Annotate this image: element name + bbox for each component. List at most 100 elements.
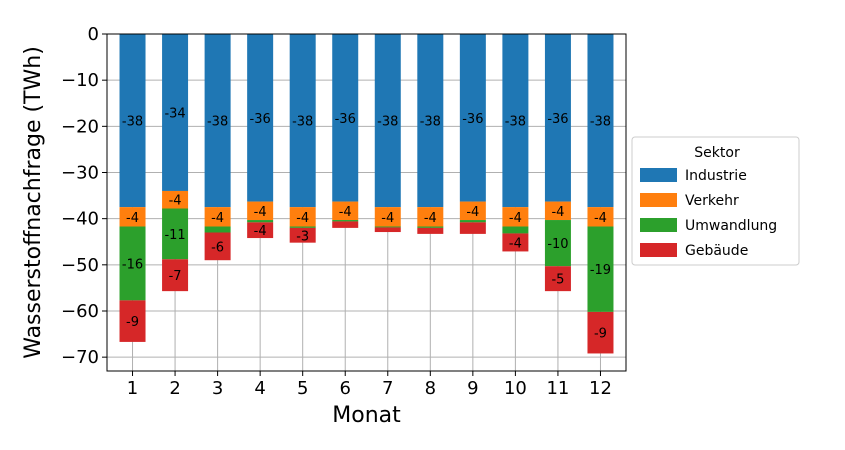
bar-value-label: -7	[169, 269, 182, 284]
legend-label-gebude: Gebäude	[685, 243, 748, 259]
bar-verkehr-11	[544, 201, 571, 221]
y-tick-label: −70	[61, 347, 99, 368]
bar-umwandlung-6	[332, 220, 359, 222]
y-tick-label: −40	[61, 209, 99, 230]
bar-gebude-3	[204, 232, 231, 261]
y-tick-label: −30	[61, 162, 99, 183]
bar-industrie-1	[119, 34, 146, 208]
bar-industrie-6	[332, 34, 359, 202]
legend: Sektor Industrie Verkehr Umwandlung Gebäude	[631, 136, 800, 266]
bar-gebude-12	[587, 311, 614, 354]
y-tick-label: −20	[61, 116, 99, 137]
x-tick-label: 10	[504, 378, 527, 399]
x-tick-label: 9	[467, 378, 478, 399]
bar-gebude-8	[417, 227, 444, 234]
y-tick-label: −60	[61, 301, 99, 322]
x-tick-label: 11	[546, 378, 569, 399]
bar-value-label: -4	[339, 205, 352, 220]
bar-industrie-7	[374, 34, 401, 208]
bar-value-label: -4	[296, 211, 309, 226]
bar-value-label: -36	[335, 112, 356, 127]
legend-label-umwandlung: Umwandlung	[685, 218, 777, 234]
bar-value-label: -4	[551, 205, 564, 220]
legend-title: Sektor	[694, 145, 740, 161]
bar-verkehr-4	[247, 201, 274, 221]
bar-verkehr-9	[459, 201, 486, 221]
bar-industrie-12	[587, 34, 614, 208]
x-axis-title: Monat	[332, 403, 401, 428]
legend-swatch-umwandlung	[640, 218, 677, 232]
bar-value-label: -38	[207, 115, 228, 130]
bar-value-label: -4	[466, 205, 479, 220]
bar-value-label: -19	[590, 263, 611, 278]
bars	[119, 34, 614, 354]
bar-verkehr-7	[374, 207, 401, 227]
bar-labels: -38 -4 -16 -9 -34 -4 -11 -7 -38 -4 -6 -36 -4 -4 -38 -4 -…	[122, 106, 611, 341]
bar-umwandlung-1	[119, 226, 146, 301]
bar-umwandlung-12	[587, 226, 614, 312]
bar-value-label: -38	[590, 115, 611, 130]
bar-value-label: -36	[462, 112, 483, 127]
bar-value-label: -3	[296, 229, 309, 244]
bar-value-label: -11	[164, 228, 185, 243]
bar-verkehr-12	[587, 207, 614, 227]
y-tick-label: −10	[61, 70, 99, 91]
bar-gebude-6	[332, 221, 359, 228]
bar-umwandlung-7	[374, 226, 401, 228]
plot-frame	[106, 33, 627, 372]
bar-verkehr-6	[332, 201, 359, 221]
bar-value-label: -4	[211, 211, 224, 226]
bar-industrie-11	[544, 34, 571, 202]
bar-umwandlung-5	[289, 226, 316, 228]
bar-gebude-4	[247, 222, 274, 239]
bar-verkehr-8	[417, 207, 444, 227]
bar-verkehr-10	[502, 207, 529, 227]
bar-value-label: -38	[377, 115, 398, 130]
bar-verkehr-1	[119, 207, 146, 227]
bar-gebude-2	[162, 259, 189, 292]
bar-value-label: -4	[169, 194, 182, 209]
bar-value-label: -9	[594, 327, 607, 342]
bar-gebude-10	[502, 233, 529, 252]
bar-umwandlung-4	[247, 220, 274, 223]
bar-value-label: -36	[547, 112, 568, 127]
x-tick-label: 7	[382, 378, 393, 399]
x-tick-label: 5	[297, 378, 308, 399]
bar-gebude-7	[374, 227, 401, 233]
x-tick-label: 6	[340, 378, 351, 399]
bar-industrie-8	[417, 34, 444, 208]
bar-value-label: -9	[126, 315, 139, 330]
bar-value-label: -38	[122, 115, 143, 130]
bar-value-label: -16	[122, 257, 143, 272]
bar-value-label: -4	[509, 211, 522, 226]
bar-gebude-9	[459, 222, 486, 234]
bar-value-label: -4	[509, 236, 522, 251]
bar-industrie-3	[204, 34, 231, 208]
bar-umwandlung-10	[502, 226, 529, 234]
bar-verkehr-5	[289, 207, 316, 227]
bar-industrie-10	[502, 34, 529, 208]
bar-umwandlung-11	[544, 220, 571, 267]
bar-value-label: -38	[420, 115, 441, 130]
bar-industrie-9	[459, 34, 486, 202]
bar-umwandlung-9	[459, 220, 486, 223]
x-tick-label: 3	[212, 378, 223, 399]
bar-value-label: -5	[551, 273, 564, 288]
bar-value-label: -4	[424, 211, 437, 226]
bar-value-label: -4	[254, 224, 267, 239]
bar-value-label: -38	[292, 115, 313, 130]
y-axis: 0 −10 −20 −30 −40 −50 −60 −70	[61, 24, 107, 368]
bar-value-label: -6	[211, 240, 224, 255]
bar-gebude-5	[289, 227, 316, 243]
x-tick-label: 1	[127, 378, 138, 399]
bar-value-label: -34	[164, 106, 185, 121]
legend-label-verkehr: Verkehr	[685, 193, 739, 209]
x-tick-label: 2	[169, 378, 180, 399]
bar-value-label: -10	[547, 237, 568, 252]
bar-value-label: -4	[126, 211, 139, 226]
x-tick-label: 4	[254, 378, 265, 399]
x-axis: 1 2 3 4 5 6 7 8 9 10 11 12	[127, 371, 612, 399]
legend-swatch-verkehr	[640, 193, 677, 207]
bar-value-label: -38	[505, 115, 526, 130]
